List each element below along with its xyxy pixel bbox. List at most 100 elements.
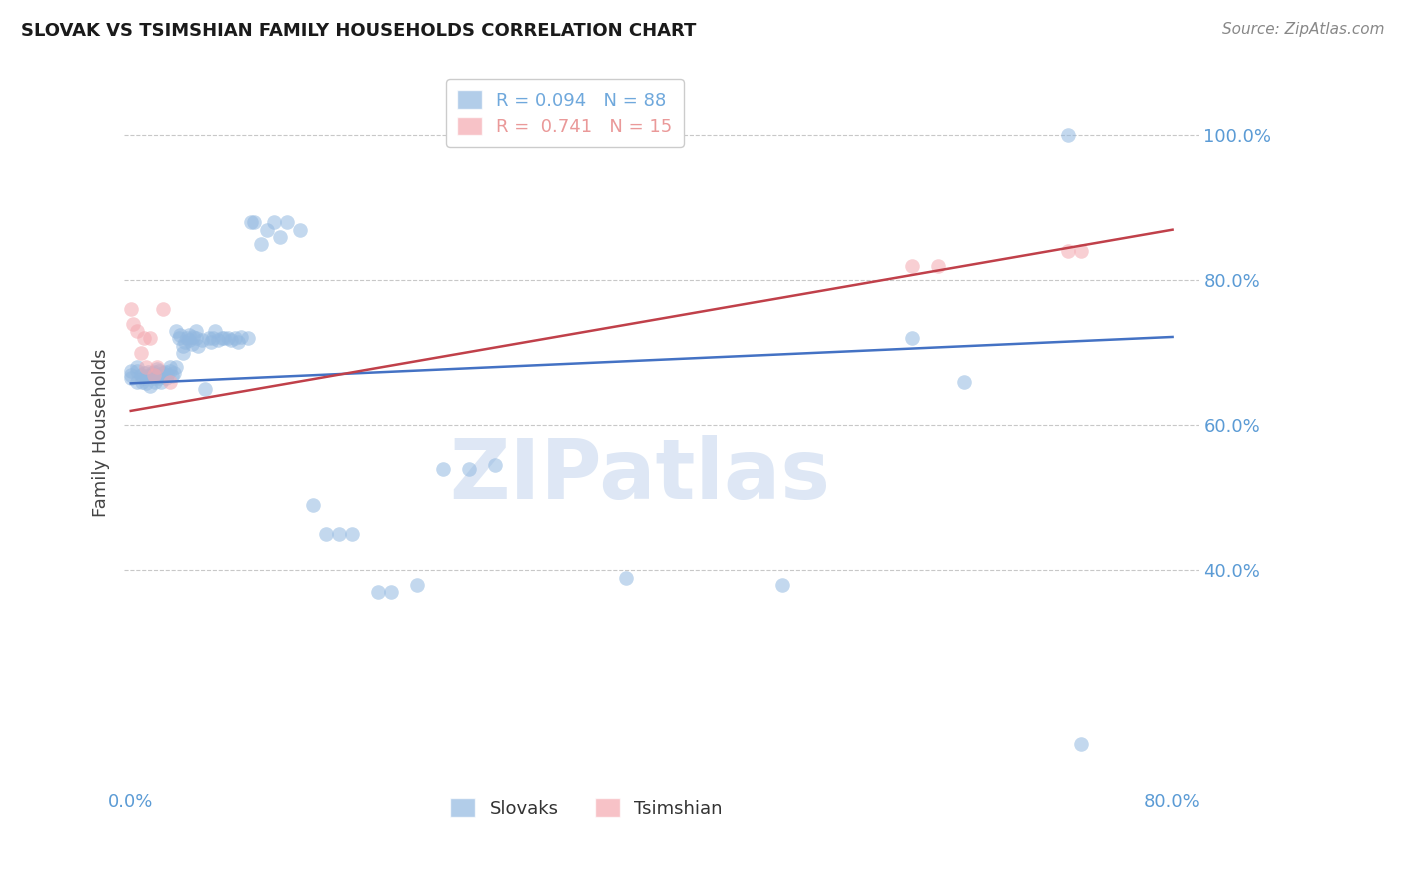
Point [181, 337, 204, 351]
Point [169, 327, 191, 342]
Point [458, 462, 481, 476]
Point [1070, 244, 1092, 259]
Point [165, 324, 187, 338]
Point [901, 331, 924, 345]
Point [432, 462, 454, 476]
Point [152, 369, 174, 384]
Point [243, 215, 266, 229]
Point [132, 366, 155, 380]
Point [484, 458, 506, 473]
Point [146, 362, 169, 376]
Point [263, 215, 285, 229]
Point [217, 331, 239, 345]
Point [155, 371, 177, 385]
Point [149, 375, 172, 389]
Point [122, 317, 145, 331]
Text: SLOVAK VS TSIMSHIAN FAMILY HOUSEHOLDS CORRELATION CHART: SLOVAK VS TSIMSHIAN FAMILY HOUSEHOLDS CO… [21, 22, 696, 40]
Point [340, 527, 363, 541]
Point [148, 371, 170, 385]
Point [367, 585, 389, 599]
Point [256, 222, 278, 236]
Y-axis label: Family Households: Family Households [93, 349, 110, 516]
Point [176, 331, 198, 345]
Point [153, 366, 176, 380]
Point [236, 331, 259, 345]
Point [159, 360, 181, 375]
Point [120, 364, 142, 378]
Point [207, 333, 229, 347]
Point [167, 331, 190, 345]
Point [214, 331, 236, 345]
Point [156, 368, 179, 382]
Point [143, 371, 166, 385]
Point [127, 360, 149, 375]
Point [1070, 737, 1092, 751]
Text: Source: ZipAtlas.com: Source: ZipAtlas.com [1222, 22, 1385, 37]
Point [204, 324, 226, 338]
Point [953, 375, 976, 389]
Point [132, 331, 155, 345]
Legend: Slovaks, Tsimshian: Slovaks, Tsimshian [443, 791, 730, 825]
Point [143, 368, 166, 382]
Point [184, 331, 207, 345]
Point [200, 334, 222, 349]
Point [172, 339, 194, 353]
Point [224, 331, 246, 345]
Point [143, 366, 166, 380]
Point [901, 259, 924, 273]
Point [120, 368, 142, 382]
Point [927, 259, 949, 273]
Text: ZIPatlas: ZIPatlas [450, 434, 831, 516]
Point [179, 333, 201, 347]
Point [127, 324, 149, 338]
Point [191, 333, 214, 347]
Point [1057, 244, 1080, 259]
Point [129, 368, 152, 382]
Point [159, 375, 181, 389]
Point [139, 331, 162, 345]
Point [239, 215, 262, 229]
Point [187, 339, 209, 353]
Point [174, 334, 197, 349]
Point [146, 360, 169, 375]
Point [135, 369, 157, 384]
Point [127, 364, 149, 378]
Point [328, 527, 350, 541]
Point [159, 364, 181, 378]
Point [120, 302, 142, 317]
Point [231, 330, 253, 344]
Point [172, 346, 194, 360]
Point [135, 376, 157, 391]
Point [148, 364, 170, 378]
Point [165, 360, 187, 375]
Point [250, 237, 273, 252]
Point [152, 366, 174, 380]
Point [162, 369, 184, 384]
Point [226, 334, 249, 349]
Point [181, 330, 204, 344]
Point [614, 571, 637, 585]
Point [194, 382, 217, 396]
Point [380, 585, 402, 599]
Point [201, 331, 224, 345]
Point [141, 366, 163, 380]
Point [770, 578, 793, 592]
Point [131, 375, 153, 389]
Point [145, 375, 167, 389]
Point [120, 371, 142, 385]
Point [142, 368, 165, 382]
Point [288, 222, 311, 236]
Point [1057, 128, 1080, 143]
Point [129, 346, 152, 360]
Point [139, 378, 162, 392]
Point [136, 366, 159, 380]
Point [184, 324, 207, 338]
Point [198, 331, 221, 345]
Point [269, 230, 291, 244]
Point [179, 327, 201, 342]
Point [406, 578, 429, 592]
Point [315, 527, 337, 541]
Point [211, 331, 233, 345]
Point [219, 333, 242, 347]
Point [152, 302, 174, 317]
